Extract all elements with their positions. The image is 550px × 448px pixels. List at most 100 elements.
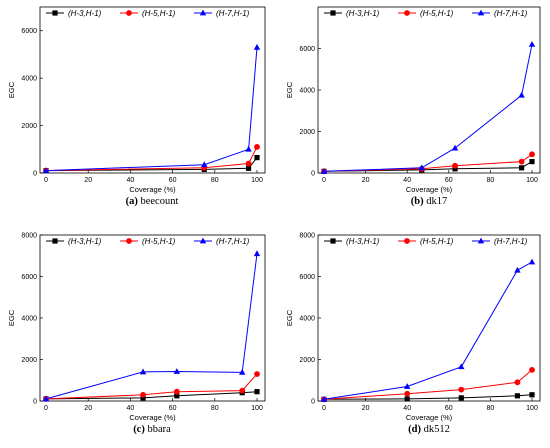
y-tick-label: 2000 [299,357,315,364]
legend-label: (H-7,H-1) [494,237,528,246]
x-axis-label: Coverage (%) [129,413,176,422]
legend-marker [477,9,485,16]
legend-label: (H-3,H-1) [346,237,380,246]
data-point [139,368,147,375]
legend-marker [52,10,58,16]
y-axis-label: EGC [7,309,16,326]
data-point [519,165,525,171]
x-tick-label: 80 [211,405,219,412]
y-tick-label: 0 [311,399,315,406]
y-tick-label: 8000 [299,233,315,240]
data-point [514,379,521,386]
chart-panel-2: 0 2000 4000 6000 0 20 40 60 80 100 Coverage (%) EGC… [285,6,541,207]
y-tick-label: 4000 [21,76,37,83]
data-point [514,266,521,273]
series-1 [321,158,535,174]
data-point [404,396,410,402]
series-line [45,157,258,172]
y-axis-label: EGC [7,81,16,98]
x-tick-label: 20 [362,177,370,184]
data-point [452,166,458,172]
data-point [452,162,458,169]
legend-marker [404,10,410,16]
x-axis-label: Coverage (%) [406,185,453,194]
panel-caption: (a) beecount [126,196,179,207]
x-tick-label: 80 [487,405,495,412]
plot-frame [317,6,541,174]
x-tick-label: 80 [211,177,219,184]
data-point [514,393,521,399]
legend-marker [199,9,207,16]
data-point [320,167,328,174]
series-line [323,44,533,172]
y-tick-label: 2000 [299,129,315,136]
data-point [451,144,459,151]
x-axis-label: Coverage (%) [406,413,453,422]
chart-panel-1: 0 2000 4000 6000 0 20 40 60 80 100 Coverage (%) EGC… [7,6,266,207]
data-point [173,368,181,374]
x-tick-label: 60 [169,405,177,412]
data-point [253,43,261,50]
legend-marker [330,238,336,244]
legend-marker [126,10,132,16]
series-line [45,146,258,172]
legend-label: (H-5,H-1) [420,237,454,246]
x-tick-label: 20 [84,177,92,184]
data-point [404,383,411,389]
legend-label: (H-3,H-1) [346,9,380,18]
data-point [174,393,180,399]
legend-label: (H-7,H-1) [494,9,528,18]
y-tick-label: 2000 [21,123,37,130]
data-point [528,258,536,265]
legend-label: (H-3,H-1) [68,9,102,18]
data-point [404,390,411,397]
series-3 [42,250,261,402]
data-point [254,154,260,161]
legend: (H-3,H-1) (H-5,H-1) (H-7,H-1) [324,237,528,246]
x-axis-label: Coverage (%) [129,185,176,194]
data-point [458,395,464,401]
series-line [45,373,258,400]
data-point [42,395,50,402]
data-point [239,368,246,375]
data-point [140,391,146,398]
y-tick-label: 6000 [299,46,315,53]
caption-letter: (a) [126,196,139,207]
data-point [529,366,535,373]
data-point [254,144,260,150]
y-tick-label: 6000 [21,274,37,281]
legend-marker [52,238,58,244]
legend-marker [404,238,410,244]
caption-name: bbara [145,424,171,435]
legend-marker [199,237,207,244]
data-point [529,158,535,165]
data-point [320,395,328,402]
plot-frame [39,6,266,174]
legend-label: (H-5,H-1) [420,9,454,18]
data-point [245,165,252,171]
x-tick-label: 100 [251,177,263,184]
legend-marker [330,10,336,16]
caption-letter: (c) [133,424,145,435]
data-point [418,164,425,171]
panel-caption: (c) bbara [133,424,171,435]
caption-name: dk512 [421,424,450,435]
x-tick-label: 60 [445,405,453,412]
x-tick-label: 100 [526,405,538,412]
y-tick-label: 0 [33,399,37,406]
data-point [42,167,50,174]
x-tick-label: 0 [44,177,48,184]
series-line [323,153,533,172]
data-point [245,145,252,152]
legend-marker [126,238,132,244]
y-tick-label: 6000 [299,274,315,281]
caption-letter: (d) [408,424,421,435]
series-2 [321,366,535,403]
data-point [529,392,535,398]
caption-name: beecount [138,196,179,207]
y-tick-label: 2000 [21,357,37,364]
data-point [458,386,465,393]
chart-panel-3: 0 2000 4000 6000 8000 0 20 40 60 80 100 Coverage (%… [7,233,266,435]
x-tick-label: 20 [362,405,370,412]
